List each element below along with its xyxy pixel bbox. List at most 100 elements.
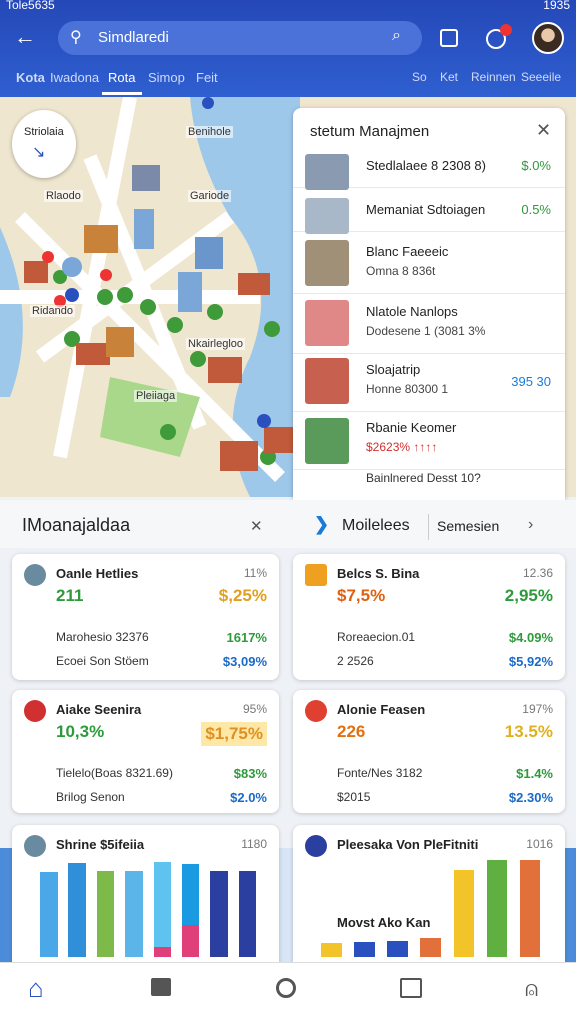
item-name: Stedlalaee 8 2308 8) bbox=[366, 158, 486, 173]
card-icon bbox=[24, 564, 46, 586]
row-value: $2.30% bbox=[508, 790, 553, 805]
chart-label: Movst Ako Kan bbox=[337, 915, 431, 930]
tab[interactable]: Seeeile bbox=[521, 70, 562, 84]
card-badge: 1180 bbox=[241, 837, 267, 851]
item-detail: Dodesene 1 (3081 3% bbox=[366, 324, 486, 338]
row-value: $3,09% bbox=[222, 654, 267, 669]
tab[interactable]: Ket bbox=[440, 70, 459, 84]
item-detail: Honne 80300 1 bbox=[366, 382, 449, 396]
section-close[interactable]: ✕ bbox=[250, 518, 263, 535]
card-main2: $1,75% bbox=[201, 722, 267, 746]
card-badge: 1016 bbox=[526, 837, 553, 851]
bar bbox=[453, 870, 475, 957]
card[interactable]: Shrine $5ifeiia 1180 bbox=[12, 825, 279, 975]
back-button[interactable]: ← bbox=[14, 24, 36, 49]
card[interactable]: Oanle Hetlies 11% 211 $,25% Marohesio 32376 1… bbox=[12, 554, 279, 680]
row-label: Roreaecion.01 bbox=[337, 630, 416, 644]
nav-explore[interactable] bbox=[276, 978, 296, 998]
card-main2: 13.5% bbox=[504, 722, 553, 741]
bar bbox=[387, 941, 408, 957]
row-label: 2 2526 bbox=[337, 654, 374, 668]
search-action[interactable]: ⌕ bbox=[392, 27, 401, 44]
bar bbox=[321, 943, 342, 957]
card-main: $7,5% bbox=[337, 586, 386, 605]
panel-item[interactable] bbox=[293, 296, 565, 354]
tab[interactable]: Simop bbox=[148, 70, 185, 85]
card-name: Belcs S. Bina bbox=[337, 566, 420, 581]
tab[interactable]: Reinnen bbox=[471, 70, 516, 84]
row-value: $4.09% bbox=[508, 630, 553, 645]
row-value: $2.0% bbox=[230, 790, 267, 805]
bar bbox=[153, 862, 172, 947]
avatar[interactable] bbox=[532, 22, 564, 54]
card-name: Alonie Feasen bbox=[337, 702, 426, 717]
tab[interactable]: Feit bbox=[196, 70, 218, 85]
tab[interactable]: Kota bbox=[16, 70, 45, 85]
card[interactable]: Belcs S. Bina 12.36 $7,5% 2,95% Roreaecion.0… bbox=[293, 554, 565, 680]
card-badge: 197% bbox=[522, 702, 553, 716]
bar bbox=[181, 925, 200, 957]
map-label: Nkairlegloo bbox=[186, 338, 246, 350]
nav-tasks[interactable] bbox=[151, 978, 171, 996]
card-badge: 95% bbox=[242, 702, 267, 716]
bar bbox=[420, 938, 441, 957]
thumbnail bbox=[305, 300, 349, 346]
panel-item[interactable] bbox=[293, 144, 565, 188]
bar bbox=[210, 871, 228, 957]
item-name: Nlatole Nanlops bbox=[366, 304, 458, 319]
panel-close[interactable]: ✕ bbox=[536, 120, 552, 140]
row-value: $1.4% bbox=[516, 766, 553, 781]
panel-item[interactable] bbox=[293, 236, 565, 294]
notification-button[interactable] bbox=[486, 29, 506, 49]
search-query[interactable]: Simdlaredi bbox=[98, 29, 169, 46]
panel-item[interactable] bbox=[293, 412, 565, 470]
divider bbox=[428, 514, 429, 540]
item-detail: $2623% ↑↑↑↑ bbox=[366, 440, 438, 454]
card-badge: 12.36 bbox=[522, 566, 553, 580]
nav-profile[interactable]: ⍝ bbox=[525, 976, 539, 1001]
section-icon: ❯ bbox=[314, 514, 330, 534]
card-badge: 11% bbox=[243, 566, 267, 580]
row-value: 1617% bbox=[226, 630, 267, 645]
card[interactable]: Aiake Seenira 95% 10,3% $1,75% Tielelo(Boas … bbox=[12, 690, 279, 813]
map-label: Gariode bbox=[188, 190, 232, 202]
bar bbox=[40, 872, 58, 957]
thumbnail bbox=[305, 198, 349, 234]
tab[interactable]: Iwadona bbox=[50, 70, 100, 85]
card-name: Pleesaka Von PleFitniti bbox=[337, 837, 479, 852]
nav-edit[interactable] bbox=[400, 978, 422, 998]
card-icon bbox=[305, 564, 327, 586]
row-label: Ecoei Son Stöem bbox=[56, 654, 149, 668]
search-box[interactable] bbox=[58, 21, 422, 55]
card[interactable]: Alonie Feasen 197% 226 13.5% Fonte/Nes 3182 $… bbox=[293, 690, 565, 813]
card-main: 226 bbox=[337, 722, 366, 741]
thumbnail bbox=[305, 418, 349, 464]
notification-dot bbox=[500, 24, 512, 36]
card-icon bbox=[24, 835, 46, 857]
item-detail: Omna 8 836t bbox=[366, 264, 436, 278]
panel-item[interactable] bbox=[293, 188, 565, 232]
item-name: Memaniat Sdtoiagen bbox=[366, 202, 486, 217]
map-pins bbox=[42, 251, 112, 307]
map-pins bbox=[65, 97, 271, 428]
item-value: 395 30 bbox=[511, 374, 551, 389]
tab[interactable]: So bbox=[412, 70, 427, 84]
bar bbox=[181, 864, 200, 925]
map-water bbox=[0, 227, 23, 397]
card-main: 211 bbox=[56, 586, 84, 605]
row-value: $83% bbox=[233, 766, 267, 781]
section-next[interactable]: › bbox=[528, 516, 534, 533]
nav-home[interactable]: ⌂ bbox=[28, 973, 44, 1003]
section-link[interactable]: Semesien bbox=[437, 518, 500, 534]
panel-item[interactable] bbox=[293, 354, 565, 412]
map-road bbox=[0, 97, 285, 482]
item-name: Blanc Faeeeic bbox=[366, 244, 449, 259]
map-badge[interactable] bbox=[12, 110, 76, 178]
map-label: Pleiiaga bbox=[134, 390, 178, 402]
card-icon bbox=[24, 700, 46, 722]
thumbnail bbox=[305, 358, 349, 404]
card[interactable]: Pleesaka Von PleFitniti 1016 Movst Ako Kan bbox=[293, 825, 565, 975]
tab[interactable]: Rota bbox=[108, 70, 136, 85]
share-button[interactable] bbox=[440, 29, 458, 47]
